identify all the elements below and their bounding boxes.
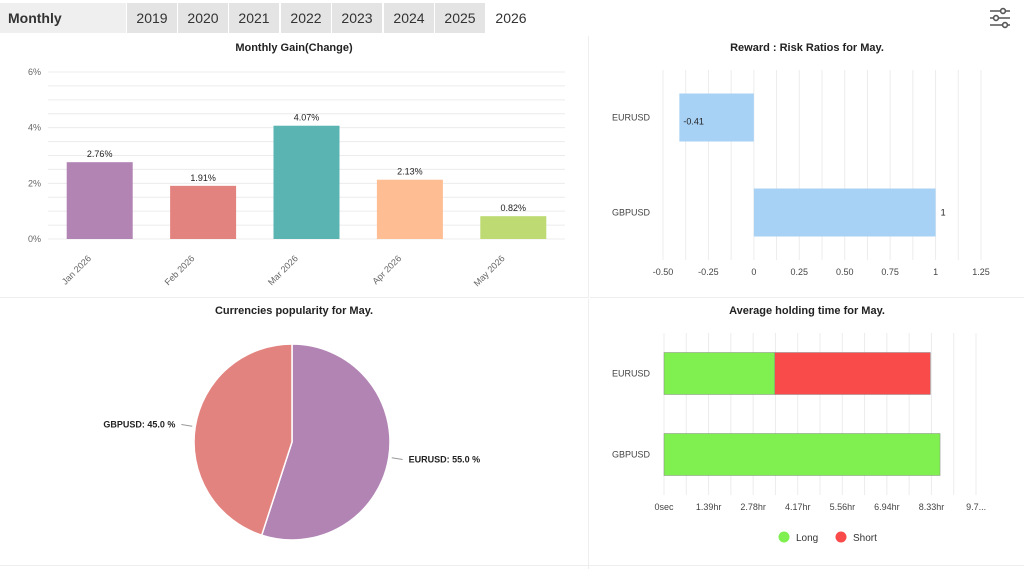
currency-popularity-panel: Currencies popularity for May. EURUSD: 5… xyxy=(0,299,589,569)
legend-marker xyxy=(778,531,790,543)
x-tick-label: 5.56hr xyxy=(830,502,856,512)
pie-slice xyxy=(193,343,293,537)
x-tick-label: 4.17hr xyxy=(785,502,811,512)
data-label: 4.07% xyxy=(294,113,320,123)
bar xyxy=(376,179,443,239)
data-label: 0.82% xyxy=(501,203,527,213)
bar xyxy=(66,162,133,239)
reward-risk-chart: -0.50 -0.25 0 0.25 0.50 0.75 1 1.25 EURUSD -0.41 G… xyxy=(612,70,990,277)
sliders-icon[interactable] xyxy=(988,6,1012,30)
tab-2026[interactable]: 2026 xyxy=(486,3,536,33)
legend-marker xyxy=(835,531,847,543)
bar xyxy=(170,185,237,239)
y-tick-label: 2% xyxy=(28,178,41,188)
y-tick-label: 4% xyxy=(28,123,41,133)
tab-2025[interactable]: 2025 xyxy=(435,3,485,33)
chart-title: Currencies popularity for May. xyxy=(214,305,374,317)
bar-short xyxy=(774,352,931,395)
monthly-gain-panel: Monthly Gain(Change) 0% 2% 4% 6% 2.76% Jan 20… xyxy=(0,36,589,298)
legend-item-long[interactable]: Long xyxy=(778,531,819,545)
x-tick-label: 6.94hr xyxy=(874,502,900,512)
legend-item-short[interactable]: Short xyxy=(835,531,878,545)
currency-pie-chart: EURUSD: 55.0 % GBPUSD: 45.0 % xyxy=(103,343,481,541)
x-tick-label: 1.39hr xyxy=(696,502,722,512)
tab-2021[interactable]: 2021 xyxy=(229,3,279,33)
holding-time-chart[interactable]: 0sec 1.39hr 2.78hr 4.17hr 5.56hr 6.94hr 8.33hr… xyxy=(590,299,1024,565)
bar xyxy=(753,188,936,237)
y-tick-label: 6% xyxy=(28,67,41,77)
holding-time-panel: Average holding time for May. 0sec 1.39hr… xyxy=(590,299,1024,569)
pie-slice-label: GBPUSD: 45.0 % xyxy=(103,419,175,429)
data-label: 1 xyxy=(941,208,946,218)
data-label: 1.91% xyxy=(190,173,216,183)
bar-long xyxy=(663,352,775,395)
y-tick-label: EURUSD xyxy=(612,369,651,379)
data-label: 2.13% xyxy=(397,167,423,177)
chart-title: Average holding time for May. xyxy=(729,305,885,317)
y-tick-label: 0% xyxy=(28,234,41,244)
legend-label: Short xyxy=(853,533,877,544)
x-tick-label: Apr 2026 xyxy=(370,253,403,286)
x-tick-label: Mar 2026 xyxy=(266,253,300,287)
tab-2020[interactable]: 2020 xyxy=(178,3,228,33)
y-tick-label: GBPUSD xyxy=(612,208,651,218)
x-tick-label: -0.50 xyxy=(653,267,674,277)
tab-2024[interactable]: 2024 xyxy=(384,3,434,33)
pie-label-connector xyxy=(181,423,193,427)
pie-label-connector xyxy=(391,457,403,461)
divider xyxy=(0,565,1024,566)
x-tick-label: 1 xyxy=(933,267,938,277)
x-tick-label: 0sec xyxy=(654,502,674,512)
chart-title: Monthly Gain(Change) xyxy=(235,42,353,54)
tab-2019[interactable]: 2019 xyxy=(127,3,177,33)
x-tick-label: 0.75 xyxy=(881,267,899,277)
x-tick-label: May 2026 xyxy=(472,253,507,288)
bar xyxy=(480,216,547,239)
data-label: -0.41 xyxy=(683,117,704,127)
chart-title: Reward : Risk Ratios for May. xyxy=(730,42,884,54)
reward-risk-panel: Reward : Risk Ratios for May. -0.50 -0.25… xyxy=(590,36,1024,298)
x-tick-label: -0.25 xyxy=(698,267,719,277)
bar xyxy=(273,125,340,239)
x-tick-label: 1.25 xyxy=(972,267,990,277)
data-label: 2.76% xyxy=(87,149,113,159)
tab-2022[interactable]: 2022 xyxy=(281,3,331,33)
x-tick-label: 2.78hr xyxy=(740,502,766,512)
x-tick-label: 0.25 xyxy=(791,267,809,277)
x-tick-label: Jan 2026 xyxy=(60,253,93,286)
x-tick-label: 0 xyxy=(751,267,756,277)
legend-label: Long xyxy=(796,533,818,544)
x-tick-label: Feb 2026 xyxy=(163,253,197,287)
bar xyxy=(679,93,754,142)
y-tick-label: EURUSD xyxy=(612,113,651,123)
monthly-gain-chart: 0% 2% 4% 6% 2.76% Jan 2026 1.91% Feb 2026 4.07% M… xyxy=(28,67,565,288)
y-tick-label: GBPUSD xyxy=(612,450,651,460)
pie-slice-label: EURUSD: 55.0 % xyxy=(409,455,481,465)
pie-slice xyxy=(260,343,391,541)
page-title: Monthly Analytics xyxy=(0,3,126,56)
bar-long xyxy=(663,433,941,476)
x-tick-label: 0.50 xyxy=(836,267,854,277)
x-tick-label: 8.33hr xyxy=(919,502,945,512)
x-tick-label: 9.7... xyxy=(966,502,986,512)
tab-2023[interactable]: 2023 xyxy=(332,3,382,33)
top-bar: Monthly Analytics 2019 2020 2021 2022 20… xyxy=(0,0,1024,56)
